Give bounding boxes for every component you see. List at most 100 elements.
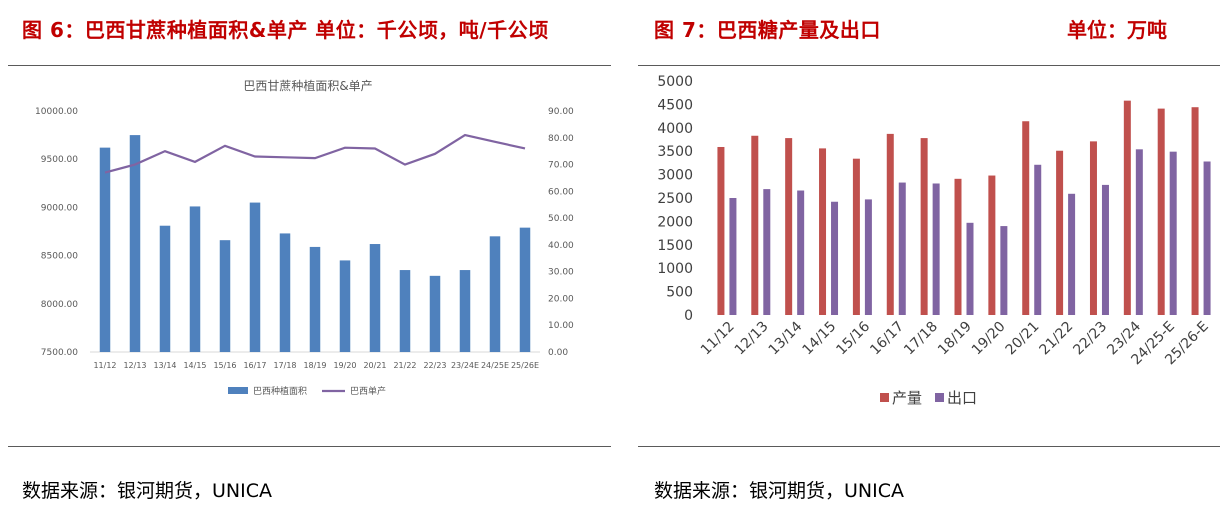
- y-right-tick: 90.00: [548, 107, 574, 117]
- y-right-tick: 70.00: [548, 161, 574, 171]
- y-left-tick: 9000.00: [41, 203, 78, 213]
- x-tick-label: 17/18: [273, 361, 296, 370]
- figure-7-title: 图 7：巴西糖产量及出口: [654, 18, 881, 42]
- area-bar: [519, 227, 531, 352]
- x-tick-label: 16/17: [243, 361, 266, 370]
- x-tick-label: 24/25E: [481, 361, 509, 370]
- area-bar: [339, 260, 351, 352]
- production-bar: [1191, 107, 1199, 315]
- production-bar: [1089, 141, 1097, 315]
- area-bar: [99, 147, 111, 352]
- bottom-rule: [8, 446, 611, 447]
- x-tick-label: 15/16: [833, 318, 873, 358]
- production-bar: [1157, 108, 1165, 315]
- source-note: 数据来源：银河期货，UNICA: [22, 480, 272, 502]
- top-rule: [8, 65, 611, 66]
- y-right-tick: 10.00: [548, 321, 574, 331]
- area-bar: [399, 270, 411, 352]
- x-tick-label: 13/14: [766, 318, 806, 358]
- export-bar: [966, 222, 974, 315]
- y-left-tick: 8500.00: [41, 252, 78, 262]
- production-bar: [819, 148, 827, 315]
- area-bar: [429, 275, 441, 352]
- y-tick-label: 2000: [657, 214, 693, 230]
- production-bar: [852, 158, 860, 315]
- y-left-tick: 8000.00: [41, 300, 78, 310]
- export-bar: [763, 189, 771, 315]
- chart-title: 巴西甘蔗种植面积&单产: [243, 78, 372, 93]
- y-tick-label: 500: [666, 285, 693, 301]
- y-left-tick: 9500.00: [41, 155, 78, 165]
- figure-7-unit: 单位：万吨: [1067, 18, 1167, 42]
- production-bar: [1123, 100, 1131, 315]
- export-bar: [729, 198, 737, 315]
- x-tick-label: 22/23: [423, 361, 446, 370]
- figure-6-panel: 图 6：巴西甘蔗种植面积&单产 单位：千公顷，吨/千公顷 巴西甘蔗种植面积&单产…: [8, 18, 611, 502]
- legend-label-yield: 巴西单产: [350, 385, 386, 397]
- x-tick-label: 18/19: [935, 319, 975, 359]
- production-bar: [1022, 121, 1030, 315]
- export-bar: [1169, 151, 1177, 315]
- export-bar: [1000, 226, 1008, 315]
- y-tick-label: 4000: [657, 121, 693, 137]
- legend-label-area: 巴西种植面积: [253, 385, 307, 397]
- y-right-tick: 40.00: [548, 241, 574, 251]
- bottom-rule: [638, 446, 1220, 447]
- production-bar: [717, 146, 725, 315]
- area-bar: [129, 135, 141, 352]
- y-right-tick: 0.00: [548, 348, 568, 358]
- x-tick-label: 20/21: [1003, 319, 1043, 359]
- legend-swatch-production: [880, 393, 889, 402]
- area-yield-chart: 巴西甘蔗种植面积&单产 7500.00 8000.00 8500.00 9000.00…: [35, 78, 574, 397]
- production-bar: [920, 138, 928, 315]
- y-tick-label: 0: [684, 308, 693, 324]
- y-tick-label: 3000: [657, 168, 693, 184]
- legend-swatch-area: [228, 387, 248, 394]
- area-bar: [489, 236, 501, 352]
- production-bar: [1056, 150, 1064, 315]
- y-right-tick: 20.00: [548, 294, 574, 304]
- x-tick-label: 11/12: [698, 319, 738, 359]
- yield-line: [104, 133, 526, 174]
- x-tick-label: 19/20: [333, 361, 356, 370]
- area-bar: [279, 233, 291, 352]
- y-left-tick: 10000.00: [35, 107, 78, 117]
- y-right-tick: 80.00: [548, 134, 574, 144]
- export-bar: [1101, 184, 1109, 315]
- y-tick-label: 5000: [657, 74, 693, 90]
- production-bar: [988, 175, 996, 315]
- x-tick-label: 17/18: [901, 319, 941, 359]
- production-bar: [751, 135, 759, 315]
- export-bar: [864, 199, 872, 315]
- y-tick-label: 1500: [657, 238, 693, 254]
- x-tick-label: 14/15: [183, 361, 206, 370]
- x-tick-label: 13/14: [153, 361, 176, 370]
- y-right-tick: 30.00: [548, 268, 574, 278]
- production-bar: [785, 138, 793, 315]
- export-bar: [898, 182, 906, 315]
- production-bar: [886, 133, 894, 315]
- x-tick-label: 23/24E: [451, 361, 479, 370]
- y-right-tick: 60.00: [548, 187, 574, 197]
- y-tick-label: 1000: [657, 261, 693, 277]
- export-bar: [797, 190, 805, 315]
- export-bar: [1068, 193, 1076, 315]
- x-tick-label: 15/16: [213, 361, 236, 370]
- x-tick-label: 11/12: [93, 361, 116, 370]
- source-note: 数据来源：银河期货，UNICA: [654, 480, 904, 502]
- x-tick-label: 21/22: [393, 361, 416, 370]
- x-tick-label: 14/15: [800, 319, 840, 359]
- legend-swatch-export: [935, 393, 944, 402]
- y-tick-label: 4500: [657, 97, 693, 113]
- x-tick-label: 16/17: [867, 319, 907, 359]
- x-tick-label: 20/21: [363, 361, 386, 370]
- area-bar: [159, 225, 171, 352]
- y-tick-label: 2500: [657, 191, 693, 207]
- x-tick-label: 22/23: [1070, 319, 1110, 359]
- figure-6-title: 图 6：巴西甘蔗种植面积&单产 单位：千公顷，吨/千公顷: [22, 18, 549, 42]
- x-tick-label: 18/19: [303, 361, 326, 370]
- top-rule: [638, 65, 1220, 66]
- export-bar: [932, 183, 940, 315]
- y-left-tick: 7500.00: [41, 348, 78, 358]
- y-tick-label: 3500: [657, 144, 693, 160]
